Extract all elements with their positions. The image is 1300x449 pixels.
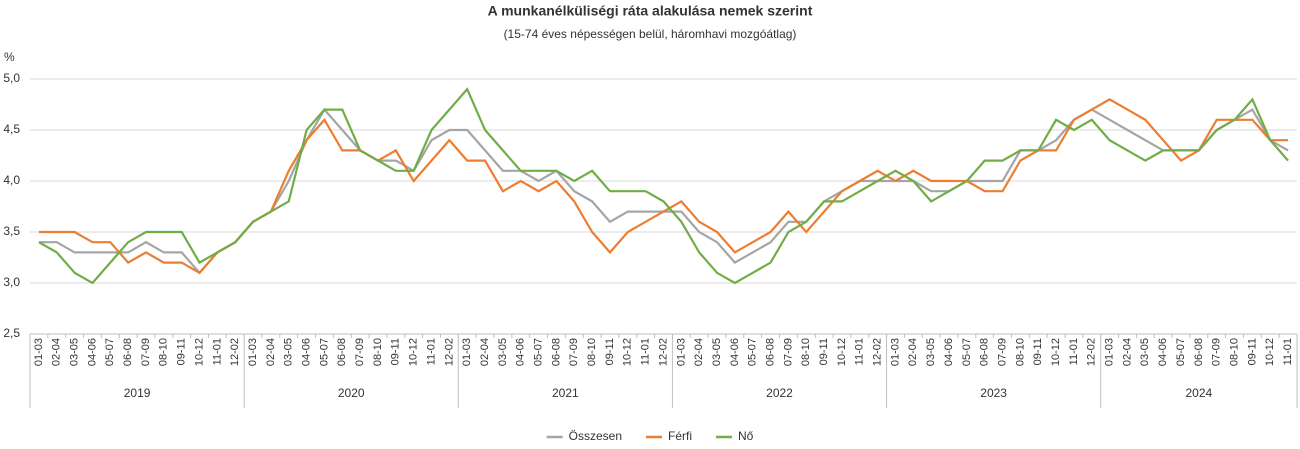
x-tick-label: 08-10 <box>158 338 170 366</box>
x-tick-label: 10-12 <box>1264 338 1276 366</box>
y-tick-label: 2,5 <box>3 326 20 340</box>
x-tick-label: 03-05 <box>711 338 723 366</box>
x-tick-label: 05-07 <box>318 338 330 366</box>
x-tick-label: 11-01 <box>1282 338 1294 365</box>
legend-label: Férfi <box>668 429 692 443</box>
x-tick-label: 08-10 <box>1014 338 1026 366</box>
x-tick-label: 01-03 <box>675 338 687 366</box>
x-tick-label: 06-08 <box>550 338 562 366</box>
group-label: 2022 <box>766 386 793 400</box>
x-tick-label: 04-06 <box>943 338 955 366</box>
x-tick-label: 04-06 <box>729 338 741 366</box>
x-tick-label: 12-02 <box>443 338 455 366</box>
x-tick-label: 11-01 <box>854 338 866 365</box>
x-tick-label: 02-04 <box>907 338 919 366</box>
x-tick-label: 01-03 <box>247 338 259 366</box>
x-tick-label: 09-11 <box>390 338 402 365</box>
legend-label: Nő <box>738 429 754 443</box>
x-tick-label: 08-10 <box>800 338 812 366</box>
group-label: 2023 <box>980 386 1007 400</box>
x-tick-label: 12-02 <box>657 338 669 366</box>
x-tick-label: 08-10 <box>372 338 384 366</box>
x-tick-label: 05-07 <box>104 338 116 366</box>
x-tick-label: 08-10 <box>586 338 598 366</box>
x-tick-label: 09-11 <box>176 338 188 365</box>
x-tick-label: 12-02 <box>229 338 241 366</box>
y-tick-label: 5,0 <box>3 71 20 85</box>
group-label: 2021 <box>552 386 579 400</box>
x-tick-label: 07-09 <box>996 338 1008 366</box>
x-tick-label: 02-04 <box>51 338 63 366</box>
x-tick-label: 01-03 <box>889 338 901 366</box>
x-tick-label: 02-04 <box>1121 338 1133 366</box>
x-tick-label: 07-09 <box>1211 338 1223 366</box>
x-tick-label: 05-07 <box>532 338 544 366</box>
x-tick-label: 07-09 <box>140 338 152 366</box>
x-tick-label: 06-08 <box>1193 338 1205 366</box>
x-tick-label: 03-05 <box>69 338 81 366</box>
group-label: 2019 <box>124 386 151 400</box>
x-tick-label: 10-12 <box>836 338 848 366</box>
x-tick-label: 06-08 <box>122 338 134 366</box>
x-tick-label: 11-01 <box>425 338 437 365</box>
x-tick-label: 05-07 <box>747 338 759 366</box>
x-tick-label: 09-11 <box>1246 338 1258 365</box>
x-tick-label: 04-06 <box>301 338 313 366</box>
x-tick-label: 03-05 <box>925 338 937 366</box>
legend-label: Összesen <box>569 429 622 443</box>
x-tick-label: 10-12 <box>193 338 205 366</box>
series-line <box>38 87 1289 285</box>
x-tick-label: 11-01 <box>211 338 223 365</box>
group-label: 2020 <box>338 386 365 400</box>
x-tick-label: 07-09 <box>354 338 366 366</box>
x-tick-label: 01-03 <box>1104 338 1116 366</box>
x-tick-label: 01-03 <box>461 338 473 366</box>
x-tick-label: 12-02 <box>872 338 884 366</box>
x-tick-label: 07-09 <box>782 338 794 366</box>
x-tick-label: 03-05 <box>283 338 295 366</box>
x-tick-label: 10-12 <box>622 338 634 366</box>
x-tick-label: 04-06 <box>515 338 527 366</box>
x-tick-label: 06-08 <box>979 338 991 366</box>
x-tick-label: 09-11 <box>818 338 830 365</box>
y-tick-label: 3,0 <box>3 275 20 289</box>
y-tick-label: 4,5 <box>3 122 20 136</box>
x-tick-label: 05-07 <box>1175 338 1187 366</box>
x-tick-label: 10-12 <box>1050 338 1062 366</box>
chart-title: A munkanélküliségi ráta alakulása nemek … <box>488 3 813 19</box>
y-tick-label: 3,5 <box>3 224 20 238</box>
chart-subtitle: (15-74 éves népességen belül, háromhavi … <box>504 27 797 41</box>
x-tick-label: 09-11 <box>604 338 616 365</box>
legend: Összesen Férfi Nő <box>546 429 754 443</box>
x-tick-label: 07-09 <box>568 338 580 366</box>
x-tick-label: 02-04 <box>479 338 491 366</box>
x-tick-label: 09-11 <box>1032 338 1044 365</box>
x-tick-label: 08-10 <box>1228 338 1240 366</box>
x-tick-label: 05-07 <box>961 338 973 366</box>
group-label: 2024 <box>1186 386 1213 400</box>
x-tick-label: 12-02 <box>1086 338 1098 366</box>
y-axis-label: % <box>4 50 15 64</box>
x-tick-label: 01-03 <box>33 338 45 366</box>
x-tick-label: 04-06 <box>86 338 98 366</box>
x-tick-label: 06-08 <box>336 338 348 366</box>
x-tick-label: 03-05 <box>497 338 509 366</box>
x-tick-label: 02-04 <box>693 338 705 366</box>
x-tick-label: 02-04 <box>265 338 277 366</box>
x-tick-label: 04-06 <box>1157 338 1169 366</box>
x-tick-label: 11-01 <box>640 338 652 365</box>
x-tick-label: 10-12 <box>408 338 420 366</box>
x-tick-label: 03-05 <box>1139 338 1151 366</box>
x-tick-label: 11-01 <box>1068 338 1080 365</box>
y-tick-label: 4,0 <box>3 173 20 187</box>
x-tick-label: 06-08 <box>764 338 776 366</box>
